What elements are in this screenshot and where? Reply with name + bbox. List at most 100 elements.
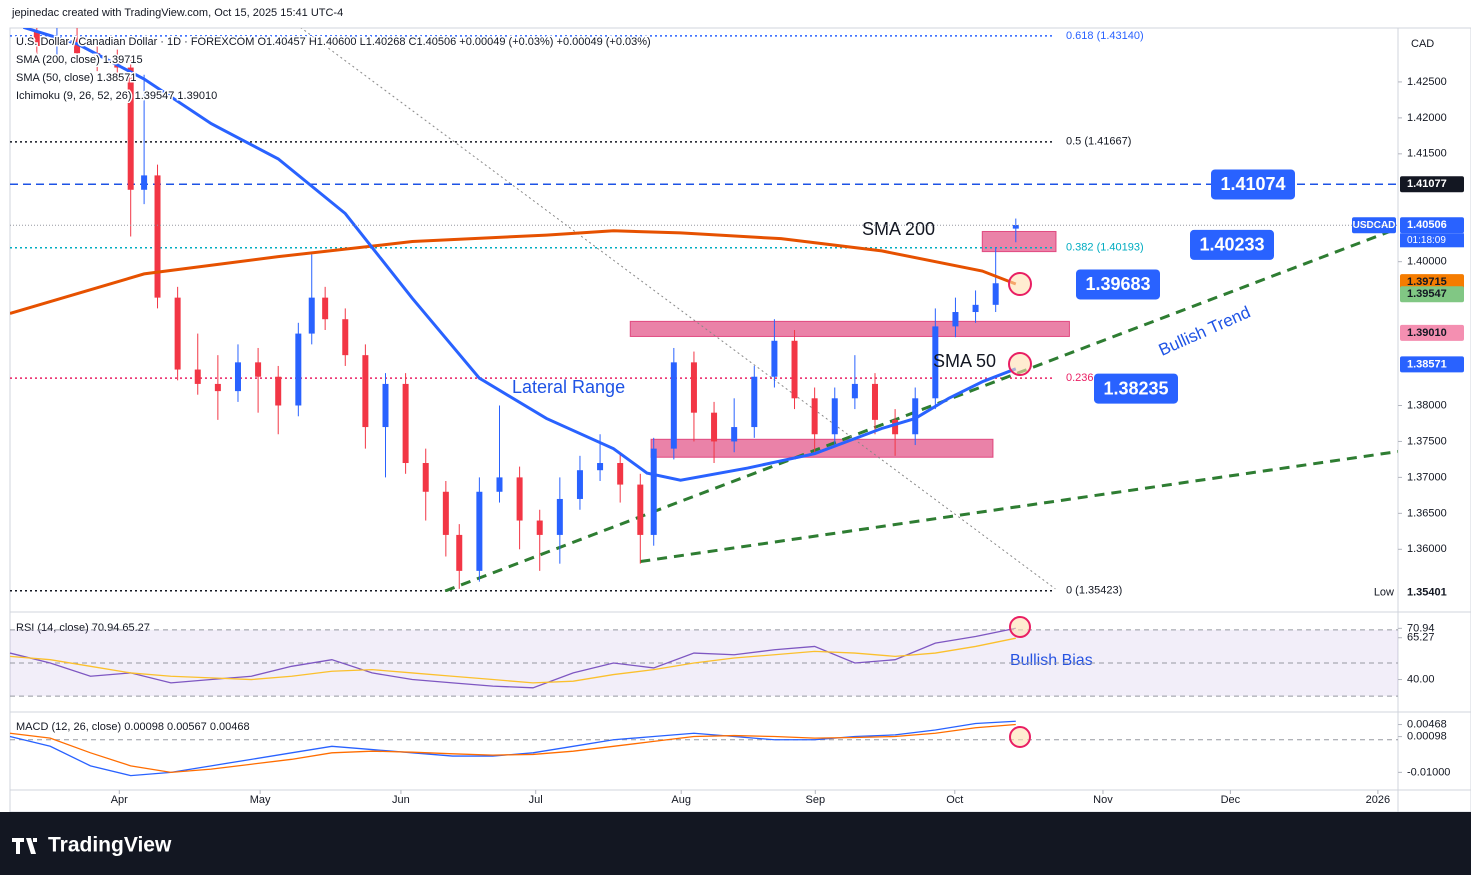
axis-marker [1400, 274, 1464, 291]
y-tick-label: 1.36500 [1407, 507, 1447, 519]
x-tick-label: Nov [1093, 794, 1113, 806]
price-label-box [1076, 269, 1160, 300]
candle-body [536, 520, 543, 535]
x-tick-label: May [250, 794, 271, 806]
y-tick-label: 1.42500 [1407, 76, 1447, 88]
candle-body [362, 355, 369, 428]
footer [0, 812, 1471, 875]
candle-body [576, 470, 583, 499]
axis-marker [1400, 217, 1464, 234]
y-tick-label: 1.41500 [1407, 148, 1447, 160]
candle-body [174, 297, 181, 370]
candle-body [382, 383, 389, 428]
candle-body [402, 383, 409, 464]
x-tick-label: Dec [1221, 794, 1241, 806]
zone [650, 438, 994, 458]
x-tick-label: Jun [392, 794, 410, 806]
rsi-line [9, 627, 1016, 689]
candle-body [1012, 225, 1019, 229]
axis-marker [1400, 324, 1464, 341]
candle-body [637, 484, 644, 535]
candle-body [295, 333, 302, 406]
candle-body [871, 383, 878, 420]
candle-body [731, 427, 738, 442]
candle-body [711, 412, 718, 442]
pane-title: MACD (12, 26, close) 0.00098 0.00567 0.0… [16, 721, 250, 733]
trendline [640, 450, 1398, 564]
candle-body [690, 362, 697, 413]
annotation: Lateral Range [512, 377, 625, 397]
y-tick-label: 1.36000 [1407, 543, 1447, 555]
annotation: SMA 50 [933, 351, 996, 371]
candle-body [275, 376, 282, 406]
y-tick-label: 1.40000 [1407, 256, 1447, 268]
candle-body [214, 383, 221, 392]
candle-body [771, 340, 778, 377]
highlight-circle [1008, 272, 1032, 296]
candle-body [234, 362, 241, 392]
low-label: Low [1374, 586, 1394, 598]
candle-body [33, 31, 40, 46]
currency: CAD [1411, 38, 1434, 50]
plot-area [10, 28, 1398, 592]
candle-body [141, 175, 148, 190]
candle-body [751, 376, 758, 428]
symbol: USDCAD [1353, 220, 1396, 231]
brand: TradingView [48, 834, 172, 857]
candle-body [194, 369, 201, 384]
macd-line [9, 723, 1016, 774]
axis-marker-label: 1.39715 [1407, 276, 1447, 288]
fib-label: 0.5 (1.41667) [1066, 136, 1131, 148]
x-tick-label: Oct [946, 794, 963, 806]
y-tick-label: 1.38000 [1407, 399, 1447, 411]
candle-body [342, 319, 349, 356]
legend-line: SMA (200, close) 1.39715 [16, 54, 143, 66]
candle-body [74, 38, 81, 54]
axis-marker [1400, 176, 1464, 193]
annotation: Bullish Bias [1010, 652, 1093, 669]
y-tick-label: -0.01000 [1407, 766, 1450, 778]
y-tick-label: 0.00098 [1407, 730, 1447, 742]
y-tick-label: 1.37000 [1407, 471, 1447, 483]
x-tick-label: 2026 [1366, 794, 1390, 806]
annotation: SMA 200 [862, 219, 935, 239]
fib-label: 0.382 (1.40193) [1066, 242, 1144, 254]
x-tick-label: Sep [806, 794, 826, 806]
candle-body [650, 448, 657, 535]
candle-body [912, 398, 919, 435]
x-tick-label: Aug [671, 794, 691, 806]
axis-marker-label: 1.38571 [1407, 358, 1447, 370]
y-tick-label: 40.00 [1407, 673, 1435, 685]
candle-body [952, 312, 959, 327]
y-tick-label: 0.00468 [1407, 718, 1447, 730]
price-label-box [1094, 373, 1178, 404]
y-tick-label: 65.27 [1407, 632, 1435, 644]
price-label: 1.39683 [1085, 274, 1150, 294]
fib-label: 0 (1.35423) [1066, 585, 1122, 597]
y-tick-label: 1.37500 [1407, 435, 1447, 447]
countdown: 01:18:09 [1407, 235, 1446, 246]
candle-body [892, 419, 899, 435]
price-label-box [1190, 229, 1274, 260]
price-label: 1.40233 [1199, 235, 1264, 255]
axis-marker-label: 1.39547 [1407, 288, 1447, 300]
price-label: 1.38235 [1103, 378, 1168, 398]
price-label-box [1211, 169, 1295, 200]
candle-body [255, 362, 262, 377]
candle-body [53, 38, 60, 46]
y-tick-label: 1.42000 [1407, 112, 1447, 124]
candle-body [154, 175, 161, 298]
zone [981, 230, 1057, 253]
candle-body [516, 477, 523, 521]
legend-line: SMA (50, close) 1.38571 [16, 72, 136, 84]
fib-label: 0.236 [1066, 372, 1094, 384]
axis-marker-label: 1.40506 [1407, 219, 1447, 231]
candle-body [932, 326, 939, 399]
fib-label: 0.618 (1.43140) [1066, 30, 1144, 42]
candle-body [791, 340, 798, 399]
candle-body [851, 383, 858, 399]
price-label: 1.41074 [1220, 174, 1285, 194]
x-tick-label: Jul [529, 794, 543, 806]
